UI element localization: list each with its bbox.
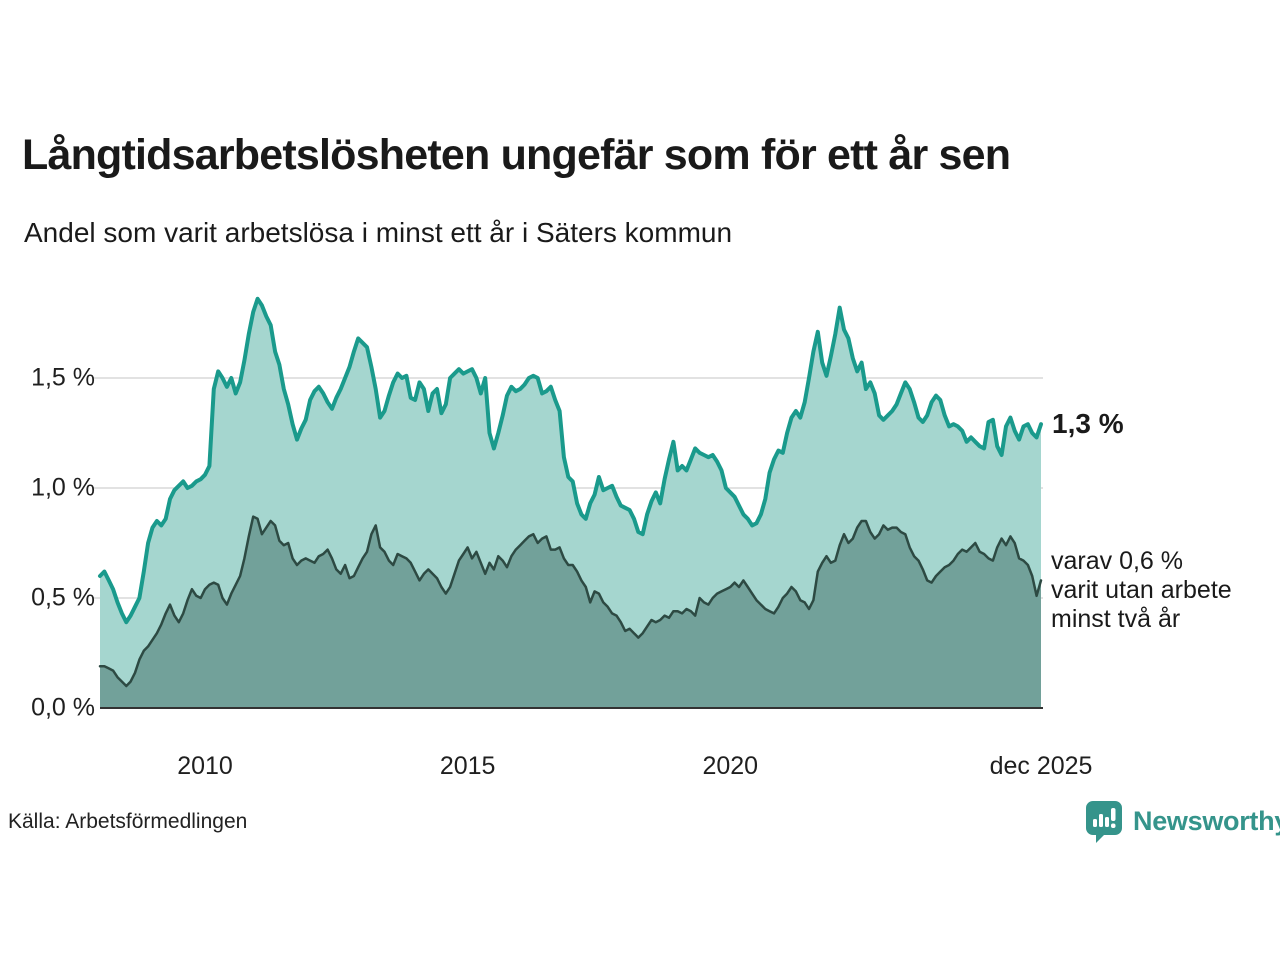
end-value-label-long-term: 1,3 % — [1052, 408, 1124, 439]
newsworthy-logo[interactable]: Newsworthy — [1084, 799, 1280, 843]
annotation-line: varit utan arbete — [1051, 576, 1232, 604]
newsworthy-icon — [1086, 801, 1122, 843]
bar-2 — [1099, 814, 1103, 827]
page-title: Långtidsarbetslösheten ungefär som för e… — [22, 131, 1011, 179]
y-tick-label: 1,0 % — [31, 473, 95, 502]
speech-bubble-shape — [1086, 801, 1122, 843]
x-tick-label: 2020 — [702, 752, 759, 780]
exclamation-dot — [1111, 823, 1116, 828]
source-credit: Källa: Arbetsförmedlingen — [8, 810, 248, 833]
series-line-two-years — [98, 515, 1043, 688]
annotation-line: minst två år — [1051, 605, 1181, 633]
chart-subtitle: Andel som varit arbetslösa i minst ett å… — [24, 217, 733, 248]
end-value-label-two-years: varav 0,6 % varit utan arbete minst två … — [1051, 547, 1232, 634]
series-line-long-term — [98, 296, 1043, 625]
newsworthy-wordmark: Newsworthy — [1133, 805, 1280, 836]
x-tick-label: 2015 — [439, 752, 496, 780]
series-area-two-years — [100, 516, 1041, 708]
x-tick-label: dec 2025 — [989, 752, 1093, 780]
annotation-line: varav 0,6 % — [1051, 547, 1184, 575]
bar-3 — [1105, 817, 1109, 827]
exclamation-stem — [1111, 808, 1116, 821]
bar-1 — [1093, 819, 1097, 827]
y-tick-label: 0,0 % — [31, 693, 95, 722]
y-tick-label: 1,5 % — [31, 363, 95, 392]
y-tick-label: 0,5 % — [31, 583, 95, 612]
x-tick-label: 2010 — [177, 752, 233, 780]
